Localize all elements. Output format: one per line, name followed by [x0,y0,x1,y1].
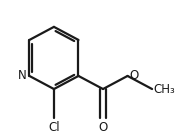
Text: Cl: Cl [48,121,60,134]
Text: O: O [98,121,108,134]
Text: O: O [129,69,139,82]
Text: CH₃: CH₃ [154,83,175,95]
Text: N: N [17,69,26,82]
